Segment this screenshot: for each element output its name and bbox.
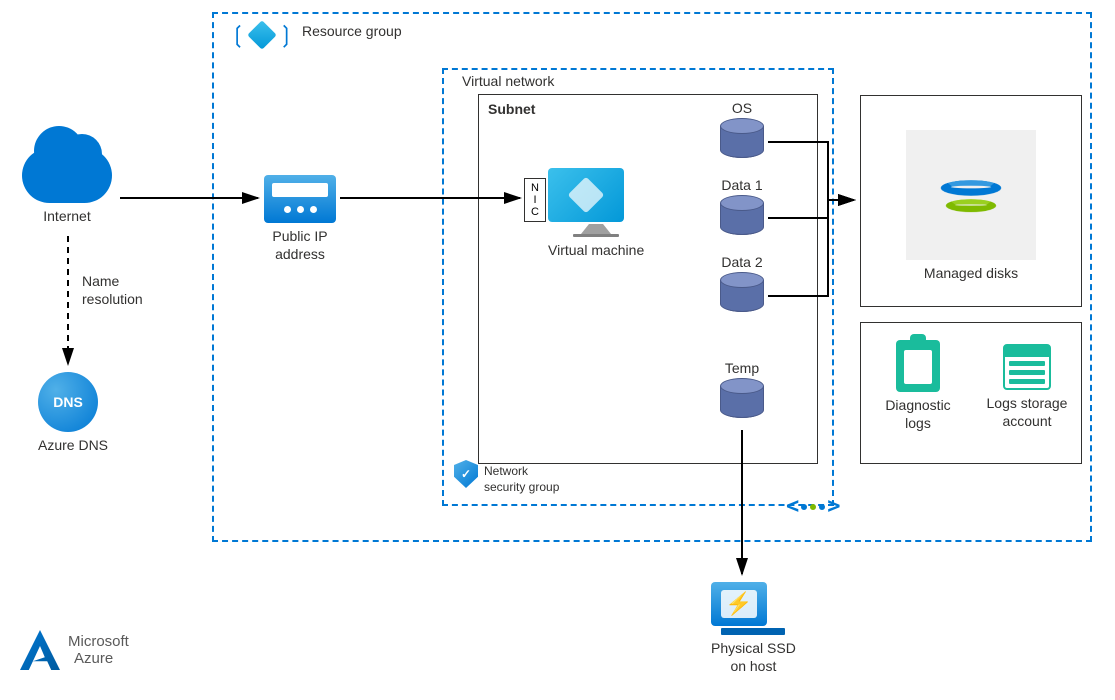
storage-icon bbox=[1003, 344, 1051, 390]
resource-group-label: Resource group bbox=[302, 22, 402, 41]
disk-temp-node: Temp bbox=[720, 360, 764, 422]
architecture-diagram: ❲❳ Resource group Virtual network Subnet… bbox=[0, 0, 1115, 700]
disk-icon bbox=[720, 378, 764, 422]
vm-monitor-icon bbox=[548, 168, 624, 222]
physical-ssd-node: ⚡ Physical SSD on host bbox=[711, 582, 796, 675]
resource-group-icon: ❲❳ bbox=[230, 18, 294, 51]
azure-logo-icon bbox=[20, 630, 60, 670]
ssd-icon: ⚡ bbox=[711, 582, 767, 626]
dns-globe-icon: DNS bbox=[38, 372, 98, 432]
disk-icon bbox=[720, 118, 764, 162]
internet-node: Internet bbox=[22, 148, 112, 225]
disk-data1-node: Data 1 bbox=[720, 177, 764, 239]
logs-storage-node: Logs storage account bbox=[982, 344, 1072, 430]
clipboard-icon bbox=[896, 340, 940, 392]
disk-os-node: OS bbox=[720, 100, 764, 162]
managed-disks-node: Managed disks bbox=[906, 130, 1036, 282]
nic-label: N I C bbox=[524, 178, 546, 222]
cloud-icon bbox=[22, 148, 112, 203]
nsg-node: Network security group bbox=[454, 460, 559, 495]
subnet-box bbox=[478, 94, 818, 464]
peering-icon: <> bbox=[786, 494, 841, 519]
public-ip-node: Public IP address bbox=[264, 175, 336, 263]
disk-icon bbox=[720, 272, 764, 316]
shield-icon bbox=[454, 460, 478, 488]
public-ip-icon bbox=[264, 175, 336, 223]
virtual-network-label: Virtual network bbox=[462, 72, 554, 91]
disk-data2-node: Data 2 bbox=[720, 254, 764, 316]
subnet-label: Subnet bbox=[488, 100, 535, 119]
name-resolution-label: Name resolution bbox=[82, 268, 143, 308]
disk-icon bbox=[720, 195, 764, 239]
virtual-machine-node: N I C Virtual machine bbox=[548, 168, 644, 259]
azure-dns-node: DNS Azure DNS bbox=[38, 372, 108, 454]
azure-brand: Microsoft Azure bbox=[20, 630, 129, 670]
managed-disks-icon bbox=[906, 130, 1036, 260]
diagnostic-logs-node: Diagnostic logs bbox=[878, 340, 958, 432]
